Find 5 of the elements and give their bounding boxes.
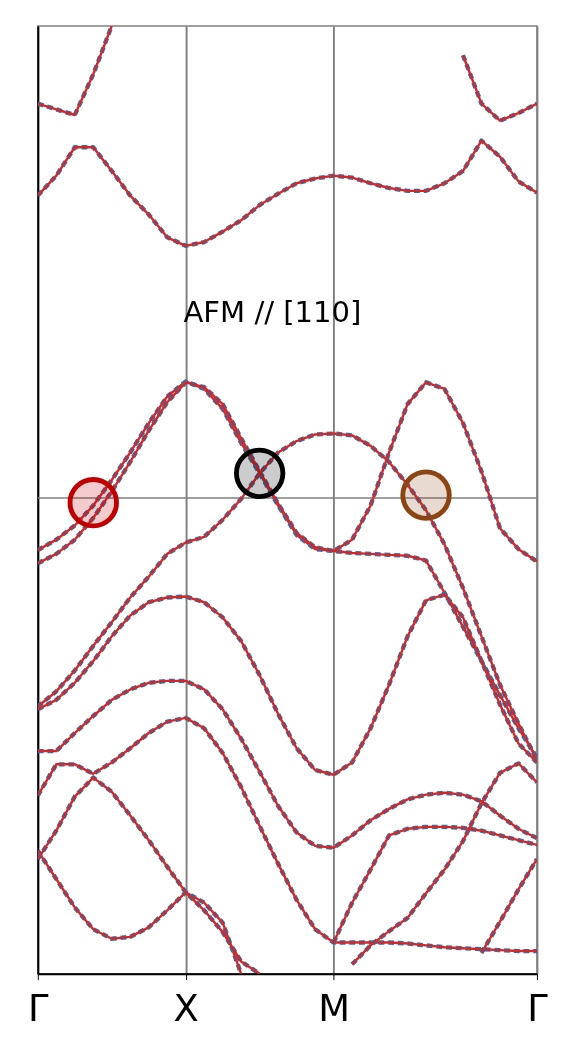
x-tick-label: M — [318, 986, 350, 1030]
x-tick-label: Γ — [28, 986, 50, 1030]
x-tick-label: X — [173, 986, 199, 1030]
x-tick-label: Γ — [527, 986, 549, 1030]
annotation: AFM // [110] — [183, 294, 362, 329]
